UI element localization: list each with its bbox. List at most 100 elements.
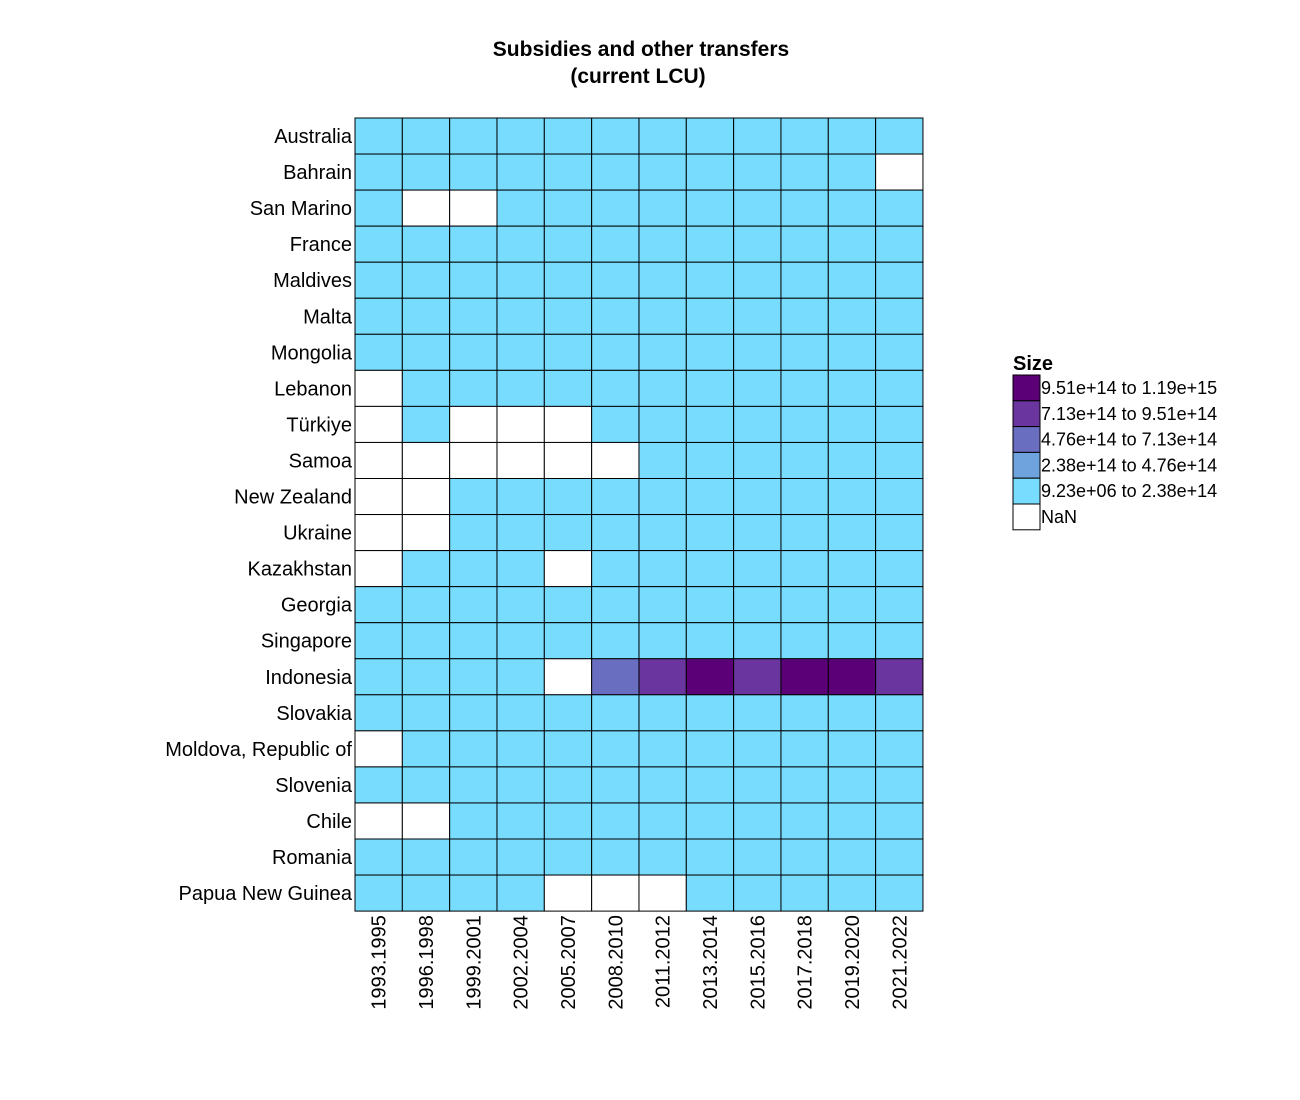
x-tick-label: 2011.2012 [653, 915, 675, 1008]
heatmap-cell [685, 261, 735, 299]
x-tick-label: 2002.2004 [511, 915, 533, 1010]
heatmap-cell [685, 658, 735, 696]
heatmap-cell [449, 838, 498, 876]
heatmap-cell [354, 514, 403, 552]
heatmap-cell [591, 117, 640, 155]
heatmap-cell [780, 189, 829, 227]
x-tick-label: 2019.2020 [842, 915, 864, 1010]
heatmap-cell [401, 550, 451, 588]
x-tick-label: 1993.1995 [369, 915, 391, 1010]
heatmap-cell [685, 622, 735, 660]
heatmap-cell [401, 766, 451, 804]
heatmap-cell [685, 874, 735, 912]
heatmap-cell [449, 441, 498, 480]
heatmap-cell [780, 405, 829, 443]
heatmap-cell [401, 441, 451, 480]
heatmap-cell [496, 658, 545, 696]
heatmap-cell [733, 730, 782, 768]
heatmap-cell [496, 550, 545, 588]
heatmap-cell [354, 153, 403, 191]
heatmap-cell [638, 802, 687, 840]
heatmap-cell [591, 838, 640, 876]
heatmap-cell [401, 297, 451, 335]
heatmap-cell [354, 658, 403, 696]
heatmap-cell [827, 297, 877, 335]
heatmap-cell [780, 694, 829, 732]
heatmap-cell [733, 333, 782, 371]
heatmap-cell [401, 478, 451, 516]
heatmap-cell [875, 405, 924, 443]
heatmap-cell [875, 622, 924, 660]
heatmap-cell [875, 550, 924, 588]
heatmap-cell [496, 766, 545, 804]
heatmap-cell [449, 225, 498, 263]
heatmap-cell [638, 297, 687, 335]
heatmap-cell [780, 802, 829, 840]
heatmap-cell [875, 658, 924, 696]
heatmap-cell [685, 586, 735, 624]
heatmap-cell [449, 189, 498, 227]
heatmap-cell [496, 225, 545, 263]
heatmap-cell [780, 586, 829, 624]
legend-swatch [1012, 426, 1041, 453]
heatmap-cell [875, 117, 924, 155]
heatmap-cell [685, 333, 735, 371]
heatmap-cell [591, 153, 640, 191]
heatmap-cell [591, 333, 640, 371]
heatmap-cell [543, 802, 593, 840]
heatmap-cell [638, 441, 687, 480]
heatmap-cell [354, 622, 403, 660]
heatmap-cell [827, 550, 877, 588]
heatmap-cell [638, 261, 687, 299]
heatmap-cell [733, 189, 782, 227]
legend-swatch [1012, 374, 1041, 402]
heatmap-cells [354, 117, 924, 912]
heatmap-cell [685, 694, 735, 732]
heatmap-cell [780, 441, 829, 480]
heatmap-cell [496, 694, 545, 732]
heatmap-cell [591, 297, 640, 335]
heatmap-cell [449, 694, 498, 732]
heatmap-cell [827, 730, 877, 768]
heatmap-cell [543, 622, 593, 660]
heatmap-cell [449, 333, 498, 371]
heatmap-cell [638, 153, 687, 191]
heatmap-cell [780, 838, 829, 876]
heatmap-cell [591, 802, 640, 840]
legend-title: Size [1013, 353, 1053, 375]
heatmap-cell [591, 261, 640, 299]
heatmap-cell [591, 478, 640, 516]
heatmap-cell [685, 225, 735, 263]
heatmap-cell [780, 117, 829, 155]
heatmap-cell [449, 622, 498, 660]
y-tick-label: Slovakia [276, 703, 352, 725]
heatmap-cell [354, 297, 403, 335]
heatmap-cell [780, 514, 829, 552]
heatmap-cell [401, 405, 451, 443]
y-axis-labels: Australia Bahrain San Marino France Maldives… [165, 126, 353, 905]
heatmap-cell [638, 117, 687, 155]
heatmap-cell [638, 225, 687, 263]
legend-swatch [1012, 477, 1041, 505]
x-tick-label: 2021.2022 [889, 915, 911, 1010]
heatmap-cell [827, 441, 877, 480]
heatmap-cell [543, 586, 593, 624]
heatmap-cell [875, 189, 924, 227]
y-tick-label: Chile [306, 811, 352, 833]
heatmap-cell [354, 766, 403, 804]
y-tick-label: Australia [274, 126, 353, 148]
heatmap-cell [354, 369, 403, 407]
y-tick-label: Singapore [261, 631, 352, 653]
heatmap-cell [354, 441, 403, 480]
heatmap-cell [733, 441, 782, 480]
heatmap-cell [591, 369, 640, 407]
y-tick-label: Slovenia [275, 775, 353, 797]
heatmap-cell [780, 658, 829, 696]
heatmap-cell [449, 261, 498, 299]
heatmap-cell [543, 153, 593, 191]
heatmap-cell [543, 441, 593, 480]
heatmap-cell [449, 874, 498, 912]
chart-title-line-2: (current LCU) [570, 65, 705, 88]
heatmap-cell [780, 153, 829, 191]
